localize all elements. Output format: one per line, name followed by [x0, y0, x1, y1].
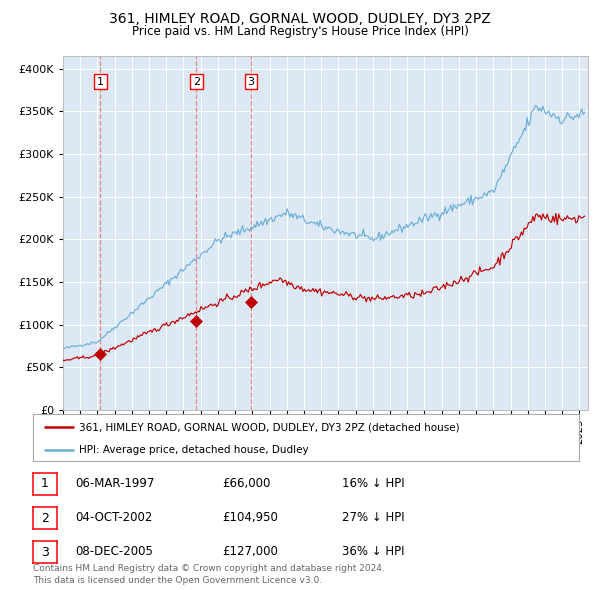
Text: 361, HIMLEY ROAD, GORNAL WOOD, DUDLEY, DY3 2PZ: 361, HIMLEY ROAD, GORNAL WOOD, DUDLEY, D…	[109, 12, 491, 26]
Text: 1: 1	[97, 77, 104, 87]
Text: Contains HM Land Registry data © Crown copyright and database right 2024.
This d: Contains HM Land Registry data © Crown c…	[33, 565, 385, 585]
Text: 04-OCT-2002: 04-OCT-2002	[75, 511, 152, 524]
Text: 2: 2	[41, 512, 49, 525]
Text: 16% ↓ HPI: 16% ↓ HPI	[342, 477, 404, 490]
Text: £66,000: £66,000	[222, 477, 271, 490]
Text: £127,000: £127,000	[222, 545, 278, 558]
Text: 2: 2	[193, 77, 200, 87]
Text: 1: 1	[41, 477, 49, 490]
Text: £104,950: £104,950	[222, 511, 278, 524]
Text: 361, HIMLEY ROAD, GORNAL WOOD, DUDLEY, DY3 2PZ (detached house): 361, HIMLEY ROAD, GORNAL WOOD, DUDLEY, D…	[79, 422, 460, 432]
Text: HPI: Average price, detached house, Dudley: HPI: Average price, detached house, Dudl…	[79, 445, 309, 454]
Text: 36% ↓ HPI: 36% ↓ HPI	[342, 545, 404, 558]
Text: 3: 3	[41, 546, 49, 559]
Text: 3: 3	[247, 77, 254, 87]
Text: 27% ↓ HPI: 27% ↓ HPI	[342, 511, 404, 524]
Text: Price paid vs. HM Land Registry's House Price Index (HPI): Price paid vs. HM Land Registry's House …	[131, 25, 469, 38]
Text: 06-MAR-1997: 06-MAR-1997	[75, 477, 154, 490]
Text: 08-DEC-2005: 08-DEC-2005	[75, 545, 153, 558]
